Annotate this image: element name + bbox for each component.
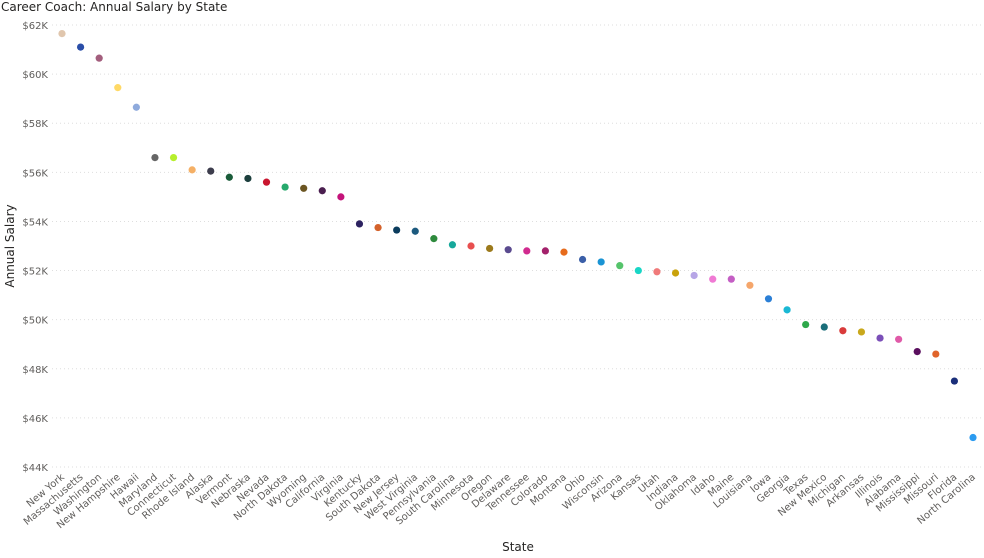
data-point[interactable] bbox=[262, 178, 271, 186]
data-point[interactable] bbox=[709, 275, 717, 283]
data-point[interactable] bbox=[169, 154, 178, 162]
data-point[interactable] bbox=[355, 220, 364, 228]
data-point[interactable] bbox=[281, 183, 289, 191]
data-point[interactable] bbox=[932, 350, 940, 358]
y-tick-label: $54K bbox=[22, 217, 48, 228]
data-point[interactable] bbox=[950, 377, 959, 385]
data-point[interactable] bbox=[244, 174, 252, 183]
data-point[interactable] bbox=[467, 242, 475, 250]
data-point[interactable] bbox=[634, 266, 642, 275]
data-point[interactable] bbox=[504, 246, 512, 254]
data-point[interactable] bbox=[541, 247, 549, 255]
y-axis-ticks: $44K $46K $48K $50K $52K $54K $56K $58K $60K $62K bbox=[22, 21, 48, 474]
data-point[interactable] bbox=[560, 248, 568, 256]
y-tick-label: $46K bbox=[22, 414, 48, 425]
data-point[interactable] bbox=[578, 255, 587, 264]
y-tick-label: $48K bbox=[22, 365, 48, 376]
y-tick-label: $58K bbox=[22, 119, 48, 130]
data-point[interactable] bbox=[486, 244, 494, 253]
data-point[interactable] bbox=[764, 295, 773, 303]
data-point[interactable] bbox=[653, 268, 661, 276]
data-point[interactable] bbox=[188, 166, 196, 174]
data-point[interactable] bbox=[430, 235, 438, 243]
data-point[interactable] bbox=[151, 154, 159, 162]
data-point[interactable] bbox=[132, 103, 140, 111]
y-axis-title: Annual Salary bbox=[3, 204, 17, 287]
data-point[interactable] bbox=[95, 54, 103, 62]
y-tick-label: $56K bbox=[22, 168, 48, 179]
data-point[interactable] bbox=[448, 241, 457, 249]
data-point[interactable] bbox=[58, 29, 66, 38]
data-point[interactable] bbox=[895, 335, 903, 343]
data-point[interactable] bbox=[616, 262, 624, 270]
chart-title: Career Coach: Annual Salary by State bbox=[1, 0, 228, 14]
y-tick-label: $44K bbox=[22, 463, 48, 474]
data-point[interactable] bbox=[727, 275, 735, 283]
y-tick-label: $62K bbox=[22, 21, 48, 32]
data-point[interactable] bbox=[876, 334, 884, 342]
data-point[interactable] bbox=[207, 167, 215, 175]
data-point[interactable] bbox=[374, 223, 382, 232]
data-point[interactable] bbox=[857, 328, 866, 336]
data-point[interactable] bbox=[393, 226, 401, 234]
data-point[interactable] bbox=[746, 281, 754, 289]
data-point[interactable] bbox=[839, 327, 847, 335]
data-point[interactable] bbox=[820, 323, 828, 331]
data-point[interactable] bbox=[802, 320, 810, 329]
data-point[interactable] bbox=[300, 184, 308, 192]
data-point[interactable] bbox=[523, 247, 531, 255]
x-axis-title: State bbox=[502, 540, 534, 554]
y-tick-label: $60K bbox=[22, 70, 48, 81]
data-point[interactable] bbox=[114, 84, 122, 92]
data-point[interactable] bbox=[76, 43, 85, 51]
y-tick-label: $52K bbox=[22, 267, 48, 278]
y-tick-label: $50K bbox=[22, 316, 48, 327]
data-point[interactable] bbox=[597, 258, 605, 266]
data-point[interactable] bbox=[225, 173, 233, 181]
data-point[interactable] bbox=[783, 306, 791, 314]
data-point[interactable] bbox=[690, 271, 698, 280]
data-point[interactable] bbox=[913, 347, 921, 356]
data-point[interactable] bbox=[411, 227, 419, 235]
data-points bbox=[58, 29, 977, 442]
data-point[interactable] bbox=[337, 193, 345, 201]
data-point[interactable] bbox=[969, 433, 977, 442]
gridlines bbox=[52, 24, 982, 468]
data-point[interactable] bbox=[671, 269, 680, 277]
data-point[interactable] bbox=[318, 187, 326, 195]
